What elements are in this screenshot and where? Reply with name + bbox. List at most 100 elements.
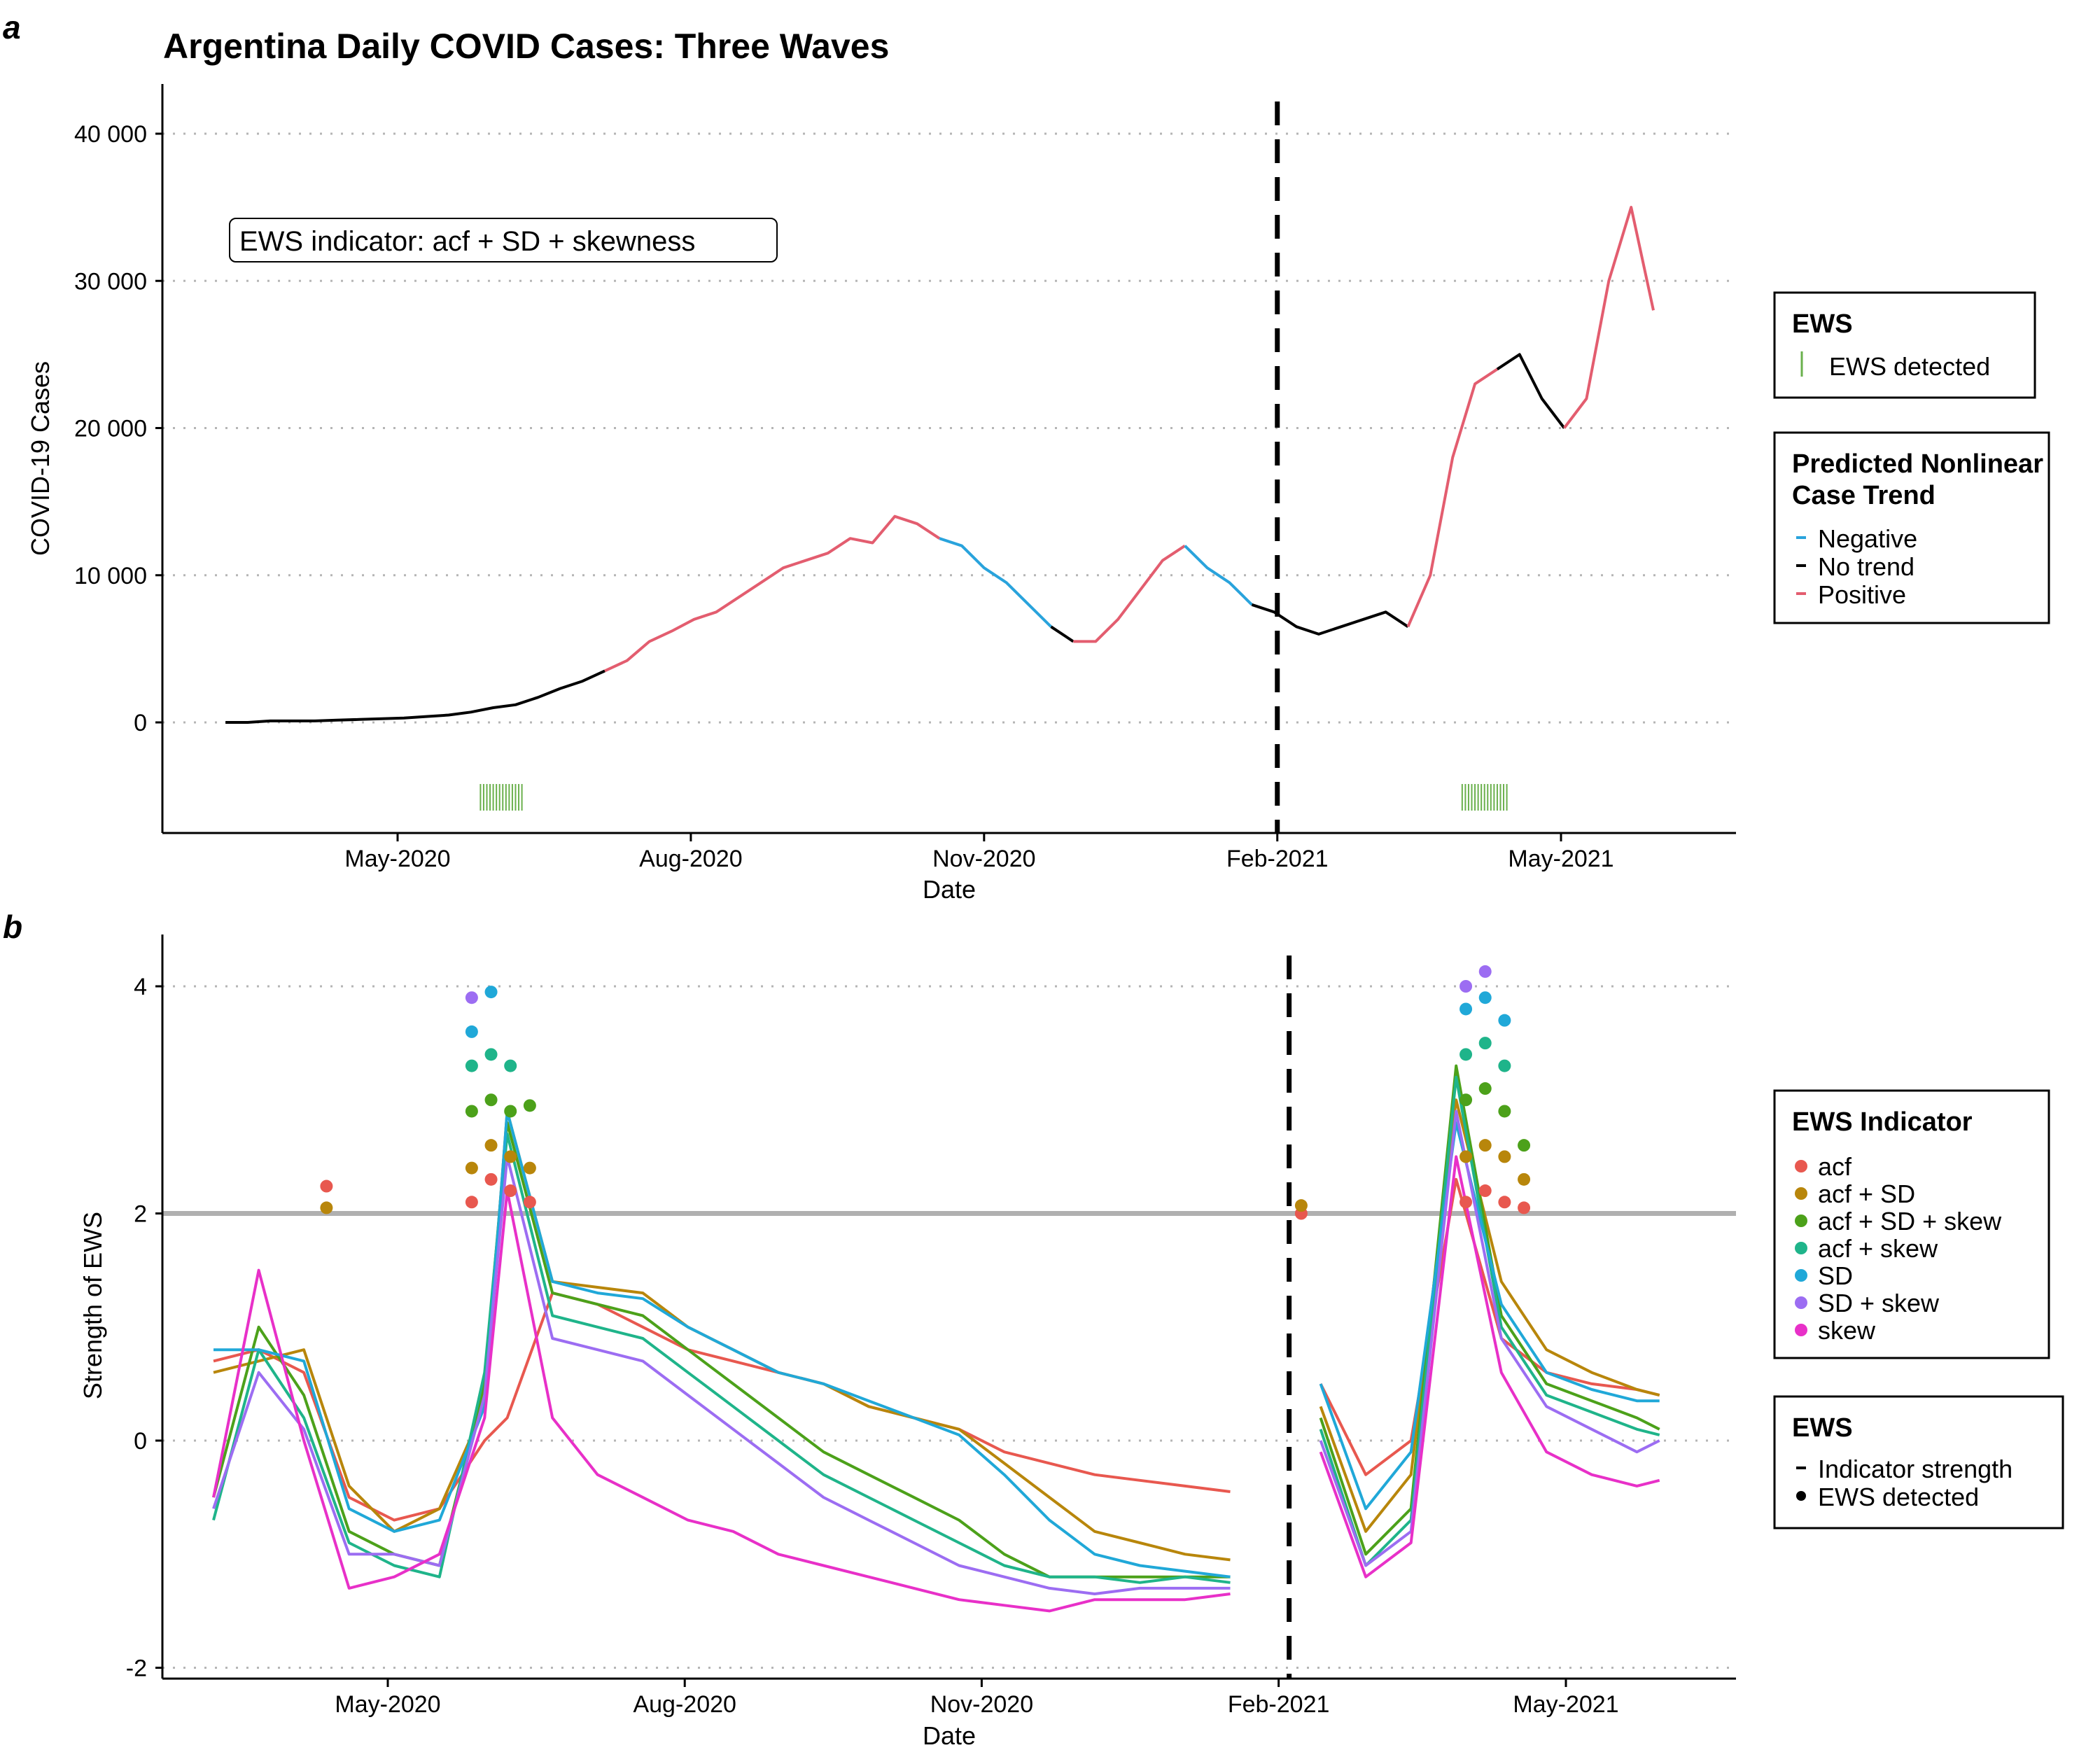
case-trend-segment [1406,368,1499,628]
legend-indicator-dot [1795,1242,1807,1254]
legend-a-trend-title-1: Predicted Nonlinear [1792,449,2043,479]
panel-b-y-tick-label: 0 [134,1428,147,1455]
legend-indicator-label: skew [1818,1316,1876,1345]
ews-detected-point [1478,1184,1492,1198]
ews-detected-point [1460,980,1473,993]
case-trend-segment [1496,353,1566,429]
indicator-series-line [1319,1098,1660,1533]
indicator-series-line [214,1110,1231,1578]
ews-indicator-annotation: EWS indicator: acf + SD + skewness [239,226,695,257]
legend-negative-label: Negative [1818,524,1917,553]
ews-detected-point [1518,1172,1531,1186]
panel-b-y-tick-label: 2 [134,1201,147,1228]
legend-indicator-label: SD [1818,1261,1853,1290]
legend-indicator-dot [1795,1187,1807,1200]
panel-b-x-ticks: May-2020 Aug-2020 Nov-2020 Feb-2021 May-2021 [335,1679,1619,1718]
ews-detected-point [465,991,478,1004]
legend-b-ews-box [1773,1395,2064,1530]
panel-a-y-tick-label: 20 000 [74,416,147,442]
legend-a-trend: Predicted Nonlinear Case Trend Negative … [1773,431,2050,624]
case-trend-segment [604,514,941,673]
ews-detected-point [1478,965,1492,978]
panel-b-y-ticks: -2 0 2 4 [126,974,162,1682]
panel-b-y-label: Strength of EWS [78,1212,107,1399]
panel-a-x-label: Date [923,875,976,904]
ews-detected-point [1498,1105,1511,1118]
panel-a-y-tick-label: 40 000 [74,121,147,148]
legend-b-ews: EWS Indicator strength EWS detected [1773,1395,2064,1530]
ews-detected-point [1460,1150,1473,1163]
legend-b-ews-title: EWS [1792,1413,1853,1443]
ews-detected-point [465,1059,478,1072]
panel-a-y-tick-label: 30 000 [74,268,147,295]
ews-detected-point [1460,1196,1473,1209]
indicator-series-line [212,1121,1231,1578]
ews-detected-point [465,1196,478,1209]
legend-b-indicator-box [1773,1089,2050,1359]
panel-a-y-label: COVID-19 Cases [26,361,55,556]
ews-detected-point [504,1150,517,1163]
indicator-series-line [1319,1155,1660,1578]
legend-a-trend-box [1773,431,2050,624]
ews-detected-point [1518,1139,1531,1152]
legend-a-trend-title-2: Case Trend [1792,481,1935,510]
panel-label-b: b [3,909,22,945]
legend-a-ews: EWS EWS detected [1773,291,2036,399]
indicator-series-line [1319,1064,1660,1556]
ews-detected-point [465,1161,478,1175]
indicator-series-line [1319,1110,1660,1567]
case-trend-segment [1563,206,1655,429]
case-trend-segment [1073,545,1186,643]
panel-b-y-tick-label: 4 [134,974,147,1000]
case-trend-segment [939,537,1052,628]
panel-b-y-tick-label: -2 [126,1656,147,1682]
chart-title: Argentina Daily COVID Cases: Three Waves [163,27,889,66]
panel-a-ews-rug [479,784,1508,811]
ews-detected-point [1498,1014,1511,1027]
legend-a-ews-box [1773,291,2036,399]
legend-indicator-label: acf [1818,1152,1852,1181]
indicator-series-line [213,1292,1231,1522]
panel-a-y-ticks: 0 10 000 20 000 30 000 40 000 [74,121,162,736]
panel-label-a: a [3,9,21,46]
legend-indicator-dot [1795,1324,1807,1336]
ews-indicator-annotation-box [229,218,778,262]
panel-a-x-tick-label: Feb-2021 [1226,846,1329,872]
ews-detected-point [320,1180,333,1193]
ews-detected-point [1478,991,1492,1004]
ews-detected-point [504,1105,517,1118]
ews-detected-point [1460,1002,1473,1016]
ews-detected-point [504,1059,517,1072]
ews-detected-point [1498,1150,1511,1163]
panel-a-chart: Argentina Daily COVID Cases: Three Waves… [26,27,1736,904]
ews-detected-point [484,1139,498,1152]
legend-indicator-strength-label: Indicator strength [1818,1455,2012,1483]
panel-a-x-tick-label: May-2021 [1508,846,1614,872]
ews-detected-point [484,1048,498,1061]
panel-b-indicator-series [212,1064,1660,1613]
ews-detected-point [465,1025,478,1038]
panel-b-x-tick-label: Feb-2021 [1228,1691,1330,1718]
legend-a-ews-title: EWS [1792,309,1853,339]
ews-detected-point [465,1105,478,1118]
legend-b-indicator-title: EWS Indicator [1792,1107,1973,1137]
panel-b-x-tick-label: Nov-2020 [930,1691,1033,1718]
panel-a-y-tick-label: 0 [134,710,147,736]
indicator-series-line [212,1155,1231,1595]
legend-indicator-dot [1795,1296,1807,1309]
ews-detected-point [523,1161,536,1175]
ews-detected-point [1498,1059,1511,1072]
ews-detected-point [523,1196,536,1209]
ews-detected-point [1294,1199,1308,1212]
indicator-series-line [1319,1121,1660,1511]
legend-indicator-dot [1795,1160,1807,1172]
panel-b-x-label: Date [923,1721,976,1750]
legend-ews-detected-label: EWS detected [1818,1483,1979,1511]
panel-a-x-tick-label: May-2020 [344,846,450,872]
legend-no-trend-label: No trend [1818,552,1914,581]
panel-a-y-tick-label: 10 000 [74,563,147,589]
ews-detected-point [484,986,498,999]
legend-ews-detected-dot [1796,1491,1806,1501]
